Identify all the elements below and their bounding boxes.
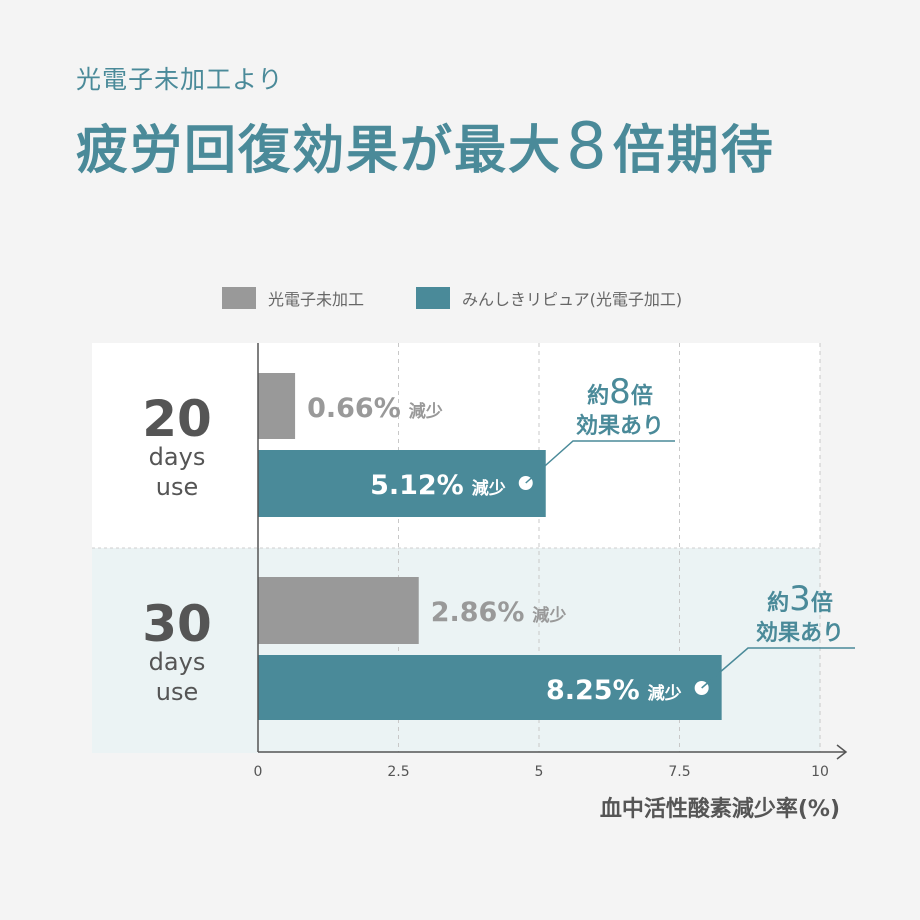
callout-suffix: 倍 (811, 590, 833, 616)
bar-value-label: 8.25% 減少 (546, 675, 682, 706)
bar-value-suffix: 減少 (409, 401, 443, 422)
title-part-1: 疲労回復効果が最大 (76, 121, 563, 181)
callout-ratio: 約3倍 (767, 579, 833, 619)
bar-value-suffix: 減少 (472, 478, 506, 499)
x-axis-arrow-icon (836, 744, 848, 760)
callout-effect: 効果あり (756, 620, 844, 646)
bar-value-suffix: 減少 (532, 605, 566, 626)
bar-value-suffix: 減少 (648, 683, 682, 704)
callout-line (701, 647, 855, 689)
category-line1: days (149, 648, 206, 676)
legend-label: みんしきリピュア(光電子加工) (462, 290, 682, 309)
callout-number: 8 (609, 372, 631, 412)
bar-treated (258, 655, 722, 720)
title-number: 8 (566, 110, 609, 184)
category-line2: use (156, 678, 198, 706)
callout-suffix: 倍 (631, 383, 653, 409)
x-tick-label: 5 (535, 764, 544, 780)
x-tick-label: 10 (811, 764, 829, 780)
legend-label: 光電子未加工 (268, 290, 364, 309)
category-number: 30 (142, 595, 212, 653)
legend-swatch (416, 287, 450, 309)
chart-subtitle: 光電子未加工より (76, 65, 284, 94)
bar-treated (258, 450, 546, 517)
callout-prefix: 約 (767, 590, 789, 616)
x-axis-label: 血中活性酸素減少率(%) (600, 796, 840, 822)
callout-effect: 効果あり (576, 413, 664, 439)
x-tick-label: 2.5 (387, 764, 409, 780)
bar-value-label: 0.66% 減少 (307, 393, 443, 424)
category-number: 20 (142, 390, 212, 448)
bar-untreated (258, 577, 419, 644)
callout-ratio: 約8倍 (587, 372, 653, 412)
bar-untreated (258, 373, 296, 439)
callout-number: 3 (789, 579, 811, 619)
category-line2: use (156, 473, 198, 501)
callout-prefix: 約 (587, 383, 609, 409)
chart-title: 疲労回復効果が最大8倍期待 (76, 108, 775, 184)
x-tick-label: 7.5 (668, 764, 690, 780)
callout-line (525, 440, 675, 484)
category-line1: days (149, 443, 206, 471)
legend-swatch (222, 287, 256, 309)
title-part-2: 倍期待 (612, 121, 775, 181)
x-tick-label: 0 (254, 764, 263, 780)
